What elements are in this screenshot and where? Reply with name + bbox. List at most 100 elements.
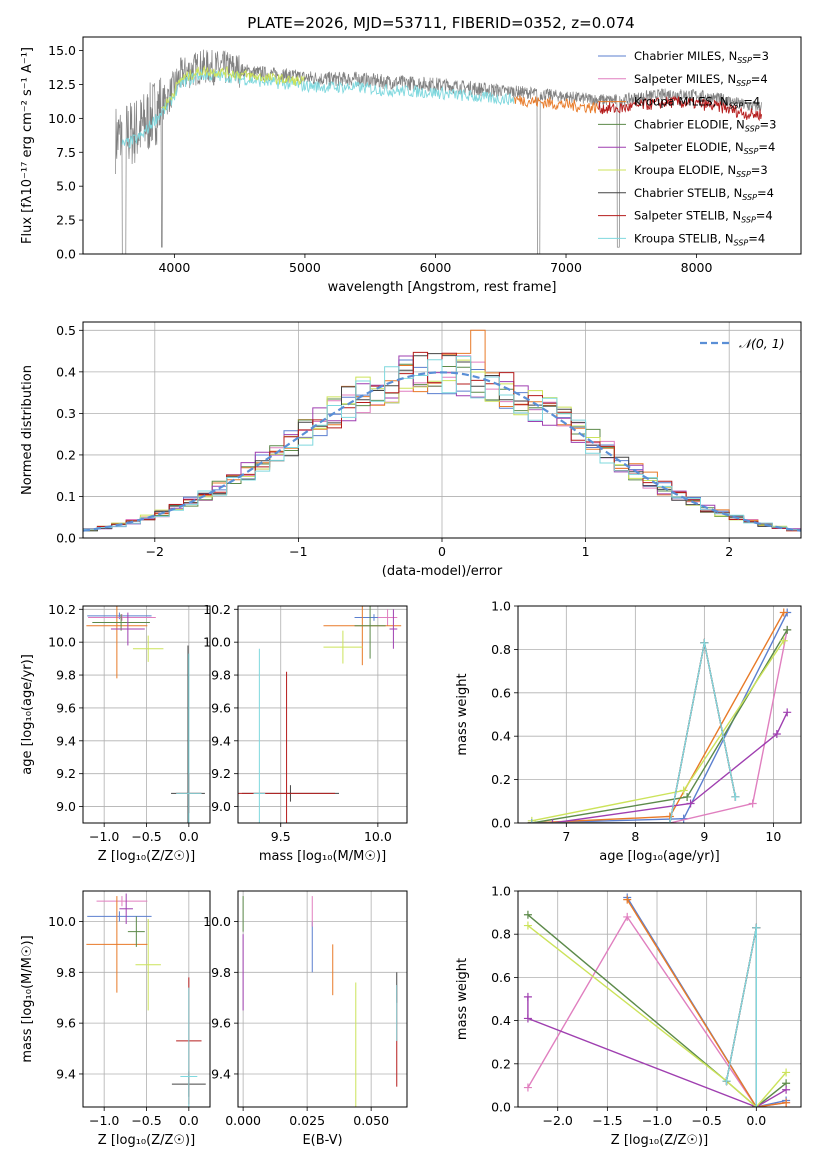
- x-tick-label: 0.0: [746, 1113, 766, 1128]
- weight-series: [531, 629, 788, 823]
- legend-entry: Salpeter MILES, NSSP=4: [634, 72, 768, 88]
- model-spectrum: [161, 65, 305, 111]
- y-tick-label: 10.0: [48, 635, 76, 650]
- spectrum-panel: 4000 5000 6000 7000 8000 0.0 2.5 5.0 7.5 10.0 12.5…: [20, 36, 802, 295]
- y-tick-label: 9.0: [211, 799, 231, 814]
- weight-marker: [665, 819, 674, 823]
- y-tick-label: 0.4: [491, 1013, 511, 1028]
- y-tick-label: 9.4: [56, 1066, 76, 1081]
- legend-value: =4: [748, 231, 765, 245]
- y-tick-label: 9.8: [211, 965, 231, 980]
- x-tick-label: −2: [146, 544, 164, 559]
- x-tick-label: 1: [582, 544, 590, 559]
- legend-text: Chabrier MILES, N: [634, 49, 737, 63]
- y-tick-label: 0.4: [491, 729, 511, 744]
- x-tick-label: 10.0: [364, 829, 392, 844]
- x-axis-label: Z [log₁₀(Z/Z☉)]: [98, 1133, 195, 1148]
- weight-marker: [782, 1068, 791, 1077]
- weight-marker: [782, 1085, 791, 1094]
- weight-series: [725, 927, 757, 1107]
- y-tick-label: 12.5: [48, 77, 76, 92]
- x-tick-label: −1.0: [642, 1113, 672, 1128]
- y-tick-label: 9.4: [211, 1066, 231, 1081]
- y-axis-label: Flux [fλ10⁻¹⁷ erg cm⁻² s⁻¹ A⁻¹]: [20, 47, 35, 244]
- y-tick-label: 1.0: [491, 884, 511, 899]
- residual-histogram-panel: −2 −1 0 1 2 0.0 0.1 0.2 0.3 0.4 0.5 (data-model)/er…: [20, 321, 802, 579]
- model-spectrum: [598, 95, 763, 122]
- y-tick-label: 0.0: [56, 247, 76, 262]
- weight-marker: [779, 608, 788, 617]
- legend-value: =4: [743, 95, 760, 109]
- y-tick-label: 7.5: [56, 145, 76, 160]
- legend-value: =3: [760, 117, 777, 131]
- axes-frame: [237, 890, 408, 1108]
- x-tick-label: −1.0: [89, 1113, 119, 1128]
- legend-value: =3: [751, 163, 768, 177]
- legend-entry: 𝒩(0, 1): [739, 336, 785, 351]
- legend-entry: Chabrier MILES, NSSP=3: [634, 49, 769, 65]
- x-axis-label: Z [log₁₀(Z/Z☉)]: [98, 849, 195, 864]
- x-tick-label: 0: [438, 544, 446, 559]
- x-tick-label: 0.025: [289, 1113, 325, 1128]
- legend-subscript: SSP: [744, 147, 759, 156]
- legend-subscript: SSP: [734, 238, 749, 247]
- weight-series: [725, 927, 757, 1107]
- legend-value: =4: [756, 209, 773, 223]
- legend-subscript: SSP: [745, 124, 760, 133]
- weight-marker: [782, 1098, 791, 1107]
- age-vs-mass-panel: 9.5 10.0 9.0 9.2 9.4 9.6 9.8 10.0 10.2 mass [log₁…: [203, 602, 408, 864]
- axes-frame: [517, 890, 802, 1108]
- observed-spectrum: [115, 49, 763, 254]
- y-axis-label: mass [log₁₀(M/M☉)]: [20, 935, 35, 1062]
- legend-subscript: SSP: [741, 216, 756, 225]
- legend-text: Chabrier ELODIE, N: [634, 117, 745, 131]
- x-tick-label: 9: [700, 829, 708, 844]
- legend-subscript: SSP: [736, 79, 751, 88]
- mass-vs-metallicity-panel: −1.0 −0.5 0.0 9.4 9.6 9.8 10.0 Z [log₁₀(Z/Z☉)] m…: [20, 890, 211, 1148]
- legend-value: =4: [758, 140, 775, 154]
- weight-series: [725, 927, 757, 1107]
- weight-marker: [527, 819, 536, 823]
- weight-marker: [548, 819, 557, 823]
- legend-text: Kroupa STELIB, N: [634, 231, 734, 245]
- weight-marker: [752, 1103, 761, 1107]
- x-tick-label: 0.000: [225, 1113, 261, 1128]
- y-tick-label: 9.2: [56, 766, 76, 781]
- y-tick-label: 10.2: [48, 602, 76, 617]
- y-tick-label: 9.8: [56, 668, 76, 683]
- plot-area: [115, 49, 763, 254]
- legend-value: =3: [752, 49, 769, 63]
- legend-text: Kroupa ELODIE, N: [634, 163, 736, 177]
- legend-subscript: SSP: [742, 193, 757, 202]
- weight-marker: [748, 799, 757, 808]
- x-tick-label: −1: [289, 544, 307, 559]
- y-tick-label: 9.2: [211, 766, 231, 781]
- weight-marker: [523, 1014, 532, 1023]
- y-tick-label: 0.1: [56, 489, 76, 504]
- weight-series: [531, 642, 737, 823]
- legend-entry: Chabrier ELODIE, NSSP=3: [634, 117, 776, 133]
- y-tick-label: 0.0: [491, 1100, 511, 1115]
- x-tick-label: 0.050: [353, 1113, 389, 1128]
- y-tick-label: 9.6: [56, 700, 76, 715]
- axes-frame: [517, 605, 802, 824]
- weight-series: [527, 996, 787, 1107]
- y-tick-label: 1.0: [491, 599, 511, 614]
- weight-marker: [731, 792, 740, 801]
- x-tick-label: 8: [631, 829, 639, 844]
- x-axis-label: Z [log₁₀(Z/Z☉)]: [611, 1133, 708, 1148]
- weight-marker: [523, 921, 532, 930]
- y-tick-label: 9.4: [211, 733, 231, 748]
- mass-vs-ebv-panel: 0.000 0.025 0.050 9.4 9.6 9.8 10.0 E(B-V): [203, 890, 408, 1148]
- x-tick-label: 7: [562, 829, 570, 844]
- y-tick-label: 0.2: [56, 447, 76, 462]
- histogram-series: [83, 355, 801, 538]
- axes-frame: [237, 605, 408, 824]
- x-tick-label: 6000: [420, 260, 452, 275]
- legend-text: Chabrier STELIB, N: [634, 186, 742, 200]
- y-tick-label: 0.6: [491, 685, 511, 700]
- weight-series: [531, 640, 785, 822]
- model-spectrum: [121, 69, 515, 148]
- weight-marker: [623, 912, 632, 921]
